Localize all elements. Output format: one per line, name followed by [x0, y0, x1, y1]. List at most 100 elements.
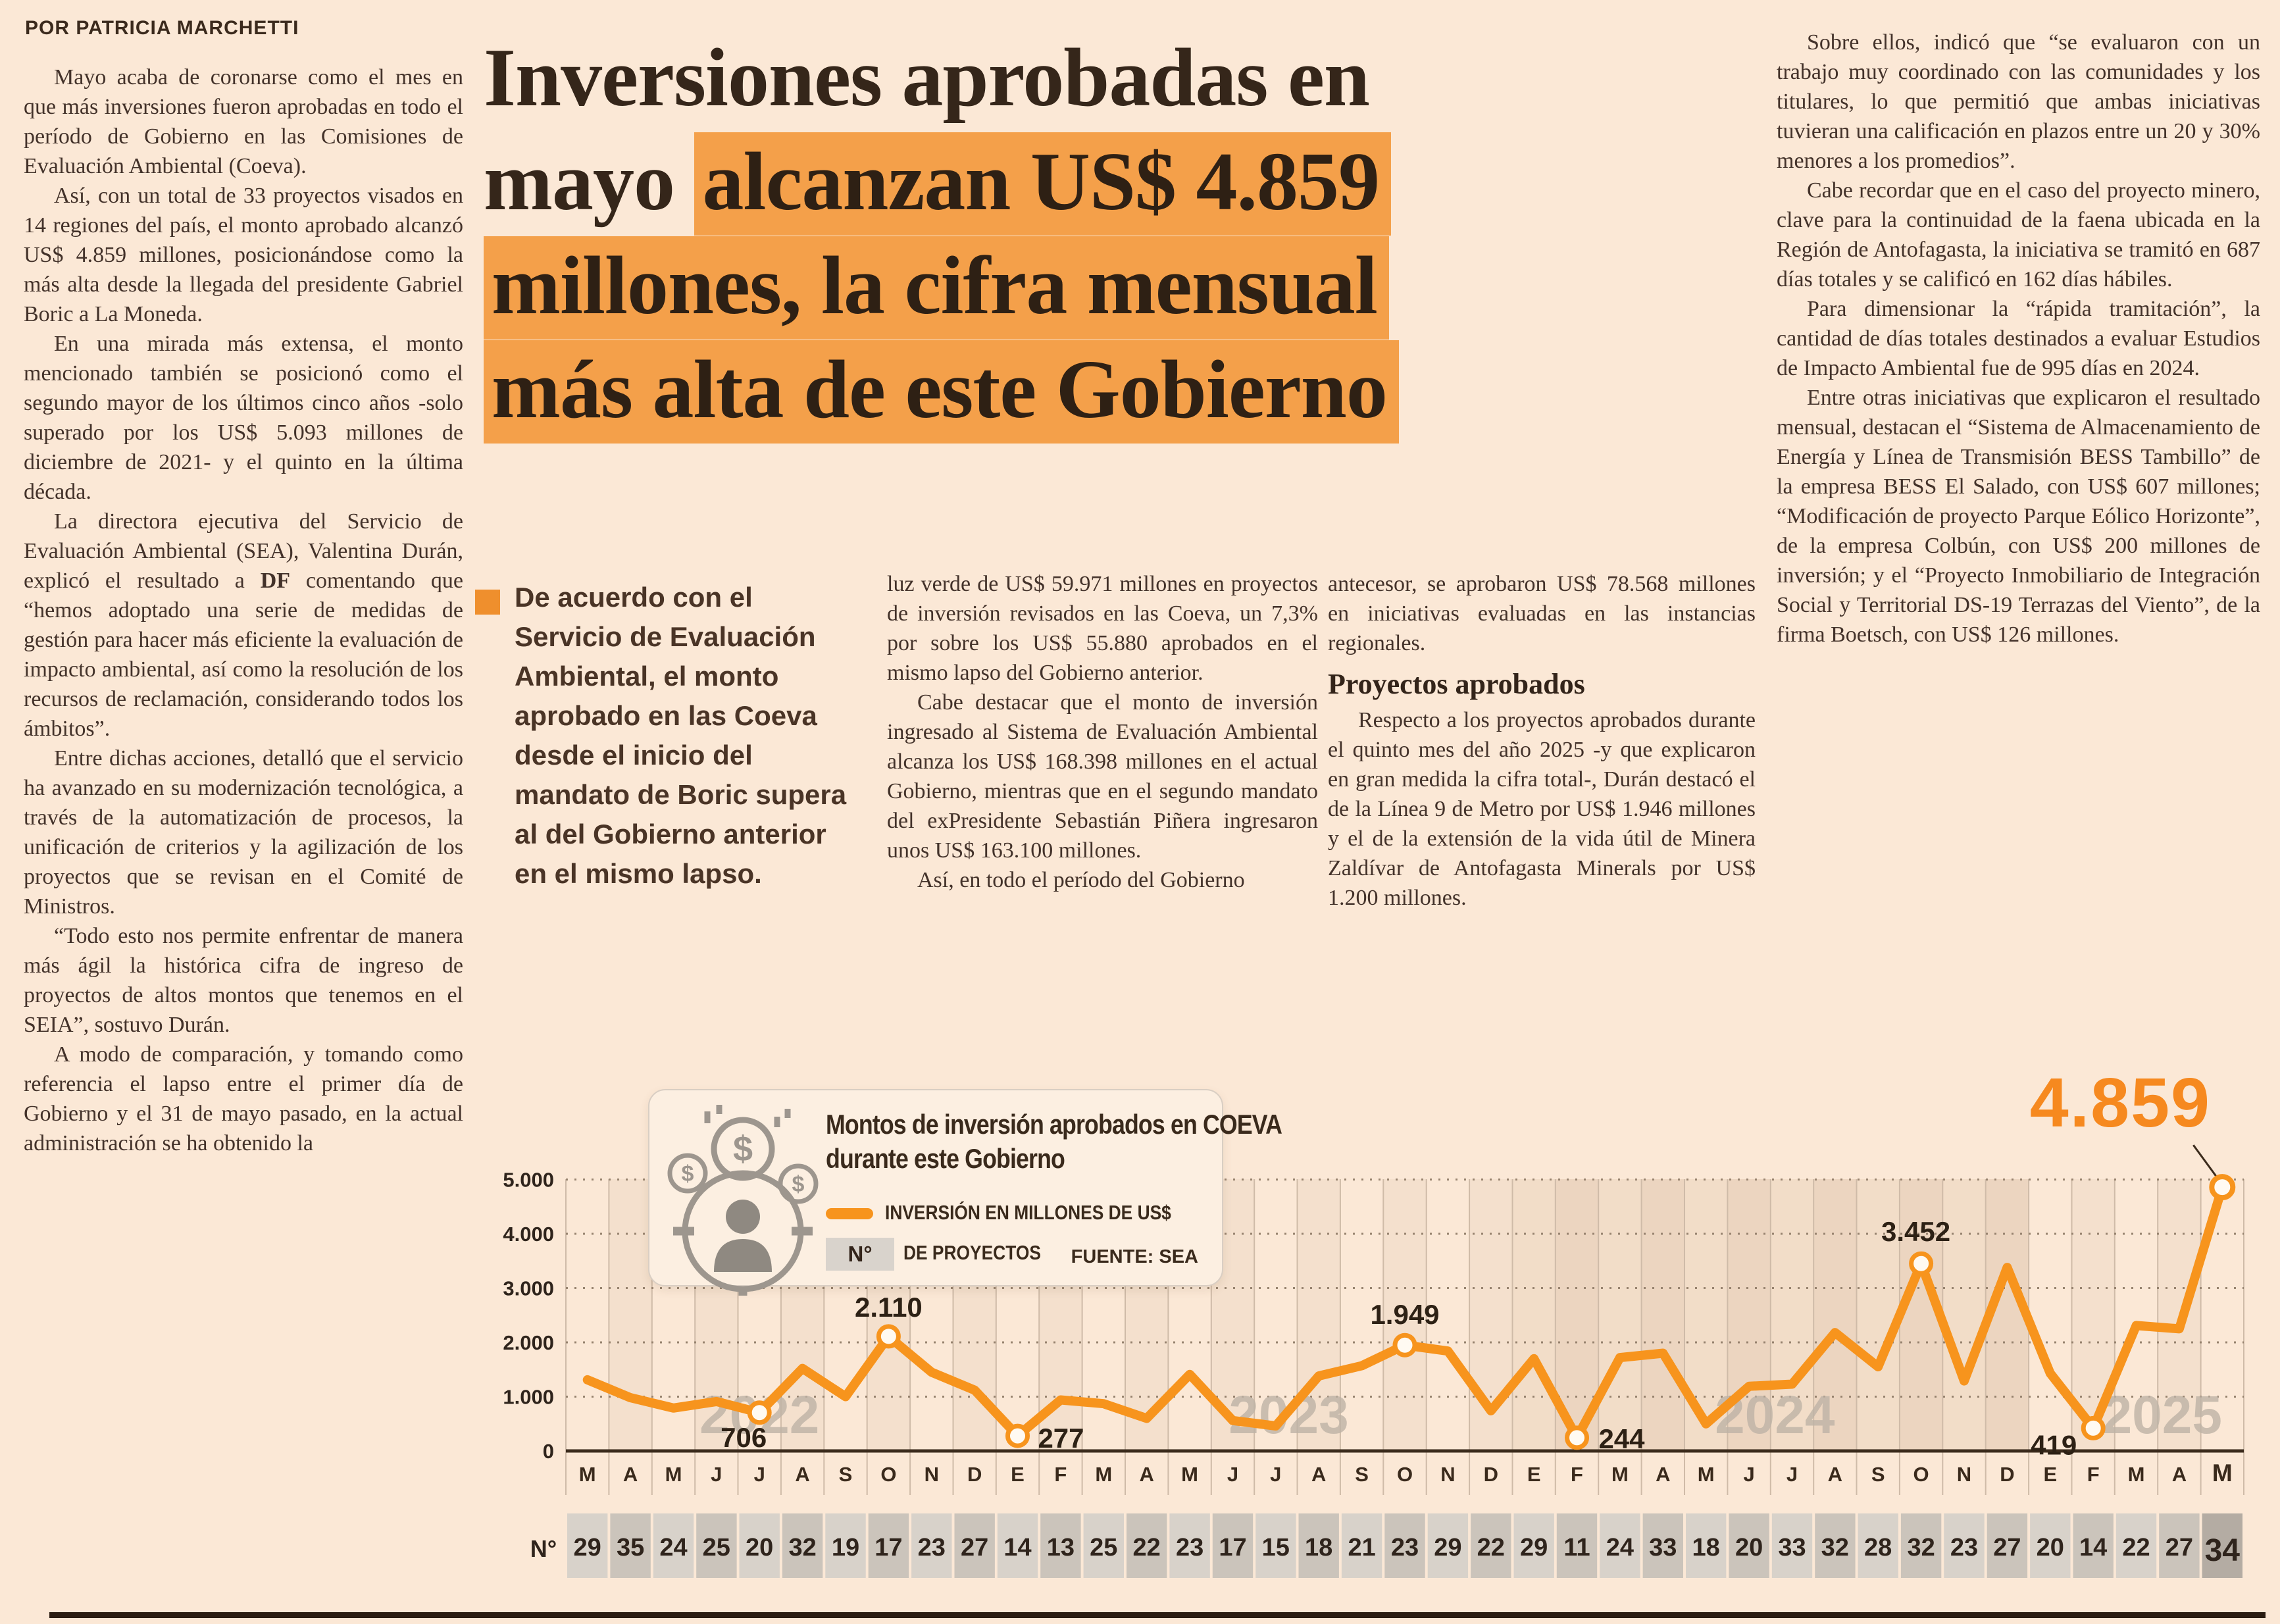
- column-1: Mayo acaba de coronarse como el mes en q…: [24, 63, 463, 1589]
- callout-label: 244: [1598, 1423, 1645, 1454]
- legend-projects: N° DE PROYECTOS: [826, 1238, 1065, 1271]
- svg-text:N: N: [1440, 1463, 1455, 1486]
- chart-legend-box: $ $ $ Montos de inversión aprobados en C…: [648, 1089, 1282, 1296]
- callout-marker: [747, 1400, 772, 1425]
- svg-text:A: A: [795, 1463, 809, 1486]
- project-count: 34: [2205, 1533, 2241, 1568]
- lede-paragraph: De acuerdo con el Servicio de Evaluación…: [515, 582, 847, 889]
- project-count: 24: [1606, 1534, 1634, 1561]
- project-count: 33: [1778, 1534, 1806, 1561]
- body-paragraph: Mayo acaba de coronarse como el mes en q…: [24, 63, 463, 181]
- callout-marker: [1005, 1423, 1030, 1448]
- project-count: 25: [703, 1534, 730, 1561]
- svg-text:J: J: [1786, 1463, 1798, 1486]
- headline: Inversiones aprobadas en mayo alcanzan U…: [484, 26, 1731, 444]
- callout-label: 2.110: [855, 1292, 923, 1323]
- svg-text:A: A: [2172, 1463, 2187, 1486]
- text: Entre otras iniciativas que explicaron e…: [1777, 386, 2260, 647]
- svg-text:2.000: 2.000: [503, 1331, 554, 1354]
- row-header: N°: [530, 1535, 557, 1562]
- svg-text:F: F: [2087, 1463, 2100, 1486]
- project-count: 33: [1649, 1534, 1677, 1561]
- project-count: 29: [1520, 1534, 1548, 1561]
- svg-text:A: A: [1140, 1463, 1154, 1486]
- svg-text:J: J: [711, 1463, 722, 1486]
- bold-text: DF: [260, 569, 291, 593]
- project-count: 17: [874, 1534, 902, 1561]
- svg-text:M: M: [1095, 1463, 1112, 1486]
- svg-text:A: A: [1656, 1463, 1670, 1486]
- text: Cabe recordar que en el caso del proyect…: [1777, 178, 2260, 292]
- project-count: 27: [2166, 1534, 2193, 1561]
- project-count: 21: [1348, 1534, 1375, 1561]
- svg-text:M: M: [1698, 1463, 1715, 1486]
- svg-text:D: D: [967, 1463, 982, 1486]
- text: La directora ejecutiva del Servicio de E…: [24, 509, 463, 593]
- callout-label: 1.949: [1370, 1299, 1439, 1330]
- callout-label: 277: [1038, 1423, 1084, 1454]
- body-paragraph: “Todo esto nos permite enfrentar de mane…: [24, 921, 463, 1040]
- project-count: 22: [1133, 1534, 1161, 1561]
- callout-marker: [1565, 1425, 1589, 1450]
- text: Así, en todo el período del Gobierno: [917, 868, 1245, 892]
- svg-text:4.000: 4.000: [503, 1223, 554, 1246]
- body-paragraph: Para dimensionar la “rápida tramitación”…: [1777, 294, 2260, 383]
- svg-text:D: D: [2000, 1463, 2014, 1486]
- headline-highlight: alcanzan US$ 4.859: [694, 132, 1392, 236]
- chart-title: Montos de inversión aprobados en COEVA du…: [826, 1109, 1282, 1174]
- projects-count-row: N° 29 35 24 25 20 32 19 17 23 27 14 13 25 22 23 17 15 18 21…: [530, 1513, 2242, 1578]
- text: Mayo acaba de coronarse como el mes en q…: [24, 65, 463, 178]
- body-paragraph: Entre dichas acciones, detalló que el se…: [24, 744, 463, 921]
- body-paragraph: antecesor, se aprobaron US$ 78.568 millo…: [1328, 569, 1756, 658]
- svg-text:J: J: [1227, 1463, 1238, 1486]
- svg-text:N: N: [1957, 1463, 1971, 1486]
- project-count: 22: [1477, 1534, 1505, 1561]
- project-count: 15: [1262, 1534, 1290, 1561]
- big-callout-connector: [2192, 1144, 2219, 1180]
- project-count: 13: [1047, 1534, 1075, 1561]
- projects-swatch: N°: [826, 1238, 894, 1271]
- body-paragraph: Cabe destacar que el monto de inversión …: [887, 688, 1318, 865]
- chart-section: 01.0002.0003.0004.0005.00020222023202420…: [480, 1053, 2280, 1624]
- headline-highlight: más alta de este Gobierno: [484, 340, 1399, 444]
- big-callout-marker: [2209, 1174, 2236, 1201]
- body-paragraph: A modo de comparación, y tomando como re…: [24, 1040, 463, 1158]
- body-paragraph: Sobre ellos, indicó que “se evaluaron co…: [1777, 28, 2260, 176]
- headline-line2-plain: mayo: [484, 136, 695, 228]
- text: “Todo esto nos permite enfrentar de mane…: [24, 924, 463, 1037]
- svg-text:A: A: [1311, 1463, 1326, 1486]
- project-count: 20: [2037, 1534, 2064, 1561]
- svg-text:S: S: [839, 1463, 853, 1486]
- svg-text:F: F: [1054, 1463, 1067, 1486]
- svg-text:D: D: [1484, 1463, 1498, 1486]
- project-count: 29: [574, 1534, 601, 1561]
- body-paragraph: Cabe recordar que en el caso del proyect…: [1777, 176, 2260, 294]
- svg-text:A: A: [623, 1463, 638, 1486]
- svg-text:O: O: [880, 1463, 896, 1486]
- big-value-callout: 4.859: [2029, 1064, 2211, 1142]
- money-target-icon: $ $ $: [667, 1105, 819, 1296]
- svg-text:$: $: [792, 1172, 805, 1197]
- svg-text:0: 0: [543, 1440, 554, 1463]
- callout-label: 706: [721, 1422, 767, 1453]
- project-count: 27: [961, 1534, 988, 1561]
- svg-text:M: M: [2128, 1463, 2145, 1486]
- svg-text:M: M: [1181, 1463, 1198, 1486]
- investment-chart: 01.0002.0003.0004.0005.00020222023202420…: [503, 1144, 2244, 1578]
- svg-text:M: M: [2212, 1459, 2233, 1486]
- svg-text:S: S: [1355, 1463, 1369, 1486]
- project-count: 11: [1563, 1534, 1590, 1561]
- svg-text:E: E: [2043, 1463, 2057, 1486]
- svg-text:O: O: [1913, 1463, 1929, 1486]
- svg-text:$: $: [682, 1161, 694, 1186]
- callout-label: 3.452: [1881, 1216, 1950, 1247]
- svg-text:M: M: [665, 1463, 682, 1486]
- text: Respecto a los proyectos aprobados duran…: [1328, 708, 1756, 910]
- svg-text:N: N: [925, 1463, 939, 1486]
- project-count: 18: [1692, 1534, 1720, 1561]
- project-count: 23: [918, 1534, 946, 1561]
- project-count: 17: [1219, 1534, 1246, 1561]
- value-callouts: 706 2.110 277 1.949 244 3.452 419: [721, 1144, 2236, 1460]
- text: Sobre ellos, indicó que “se evaluaron co…: [1777, 30, 2260, 173]
